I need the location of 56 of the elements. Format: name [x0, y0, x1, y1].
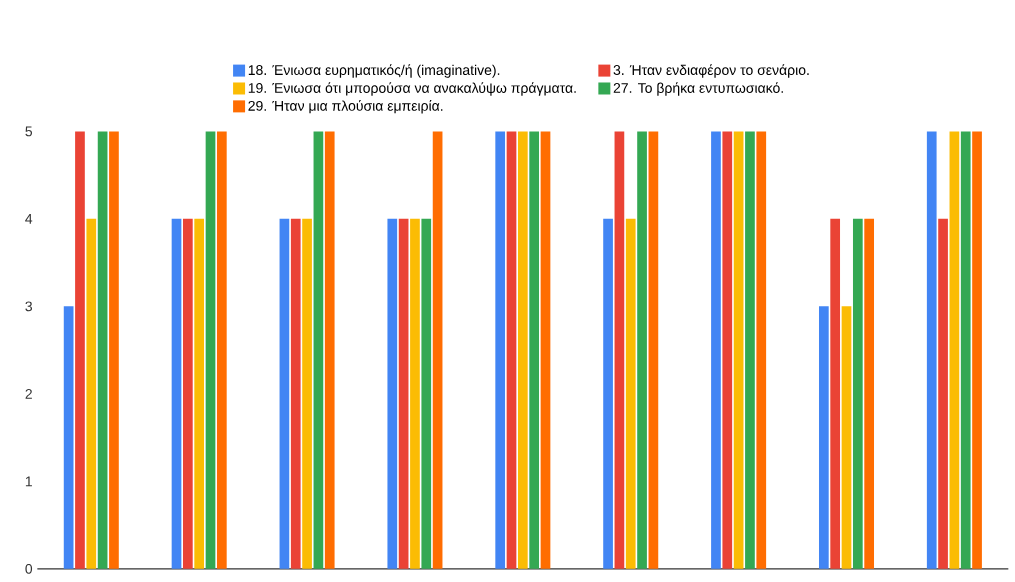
legend-label: 18. Ένιωσα ευρηματικός/ή (imaginative). [248, 64, 500, 78]
bar [614, 131, 625, 569]
bar [540, 131, 551, 569]
bar [722, 131, 733, 569]
bar [852, 218, 863, 569]
bar [841, 306, 852, 569]
bar [818, 306, 829, 569]
bar [182, 218, 193, 569]
legend-label: 3. Ήταν ενδιαφέρον το σενάριο. [613, 64, 809, 78]
bar [421, 218, 432, 569]
bar [290, 218, 301, 569]
bar [432, 131, 443, 569]
legend-label: 29. Ήταν μια πλούσια εμπειρία. [248, 100, 443, 114]
bar [972, 131, 982, 569]
y-tick-label: 5 [25, 126, 33, 137]
y-tick-label: 2 [25, 388, 32, 399]
bar [949, 131, 960, 569]
bar [711, 131, 721, 569]
bar [864, 218, 875, 569]
legend-label: 27. Το βρήκα εντυπωσιακό. [613, 82, 783, 96]
bar [75, 131, 85, 569]
bar [302, 218, 312, 569]
bar [313, 131, 324, 569]
y-tick-label: 1 [25, 476, 32, 487]
y-tick-label: 0 [25, 563, 33, 574]
bar [625, 218, 636, 569]
bar [171, 218, 182, 569]
bar [830, 218, 841, 569]
legend-label: 19. Ένιωσα ότι μπορούσα να ανακαλύψω πράγματα. [248, 82, 576, 96]
bar [648, 131, 659, 569]
bar [194, 218, 205, 569]
bar [387, 218, 398, 569]
bar [756, 131, 767, 569]
bar [495, 131, 506, 569]
bar [603, 218, 613, 569]
y-tick-label: 4 [25, 213, 33, 224]
bar [517, 131, 528, 569]
bar [506, 131, 517, 569]
bar [529, 131, 540, 569]
bar [398, 218, 409, 569]
bar [938, 218, 948, 569]
bar [745, 131, 755, 569]
bar [324, 131, 335, 569]
bar [733, 131, 744, 569]
bar [97, 131, 108, 569]
bar [637, 131, 647, 569]
bar [926, 131, 937, 569]
bar [960, 131, 971, 569]
bar [109, 131, 119, 569]
bar [216, 131, 227, 569]
y-tick-label: 3 [25, 301, 33, 312]
bar [279, 218, 290, 569]
bar [205, 131, 216, 569]
bar [410, 218, 420, 569]
bar [86, 218, 97, 569]
bar [63, 306, 74, 569]
